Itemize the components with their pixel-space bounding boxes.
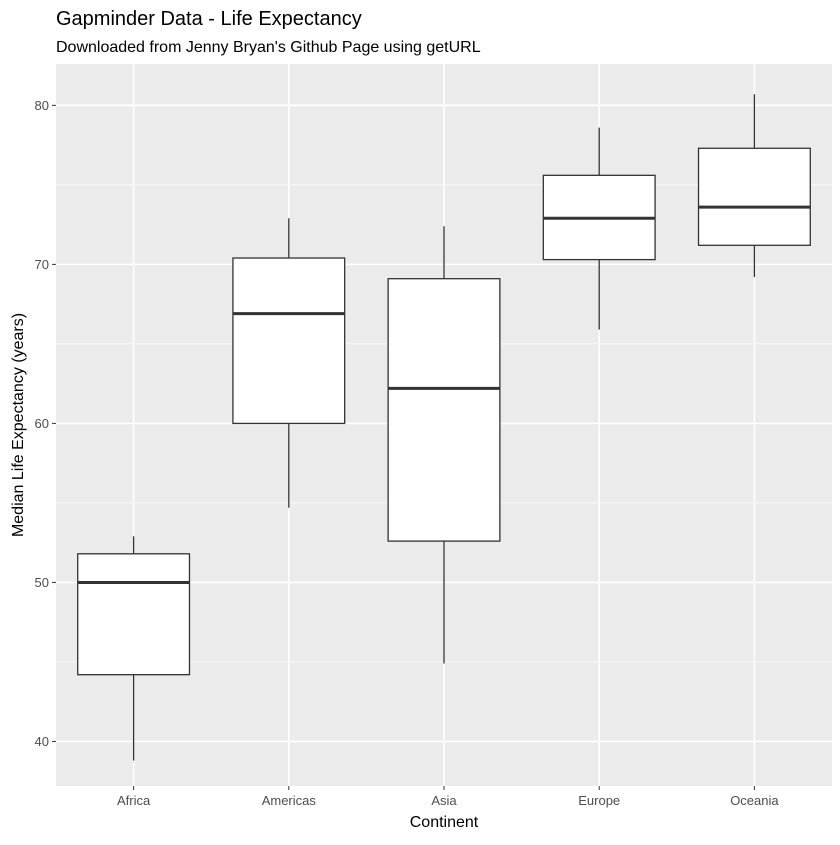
x-tick-label: Europe bbox=[578, 793, 620, 808]
box-europe bbox=[542, 127, 656, 330]
chart-subtitle: Downloaded from Jenny Bryan's Github Pag… bbox=[56, 39, 481, 56]
box-iqr bbox=[697, 147, 811, 246]
x-tick-label: Oceania bbox=[730, 793, 779, 808]
y-tick-label: 60 bbox=[35, 416, 49, 431]
box-oceania bbox=[697, 94, 811, 278]
chart-title: Gapminder Data - Life Expectancy bbox=[56, 8, 362, 30]
x-tick-label: Americas bbox=[262, 793, 317, 808]
x-tick-label: Africa bbox=[117, 793, 151, 808]
y-tick-label: 80 bbox=[35, 98, 49, 113]
y-tick-label: 50 bbox=[35, 575, 49, 590]
box-americas bbox=[232, 218, 346, 508]
y-tick-label: 70 bbox=[35, 257, 49, 272]
box-iqr bbox=[387, 278, 501, 542]
x-axis-title: Continent bbox=[410, 814, 479, 831]
y-axis-title: Median Life Expectancy (years) bbox=[10, 313, 27, 537]
x-tick-label: Asia bbox=[431, 793, 457, 808]
box-asia bbox=[387, 226, 501, 664]
box-iqr bbox=[77, 553, 191, 676]
axes-layer: 40 50 60 70 80 Africa Americas Asia Europe Oceani… bbox=[35, 98, 780, 808]
boxes-layer bbox=[77, 94, 811, 761]
box-iqr bbox=[232, 257, 346, 425]
box-africa bbox=[77, 536, 191, 761]
y-tick-label: 40 bbox=[35, 734, 49, 749]
